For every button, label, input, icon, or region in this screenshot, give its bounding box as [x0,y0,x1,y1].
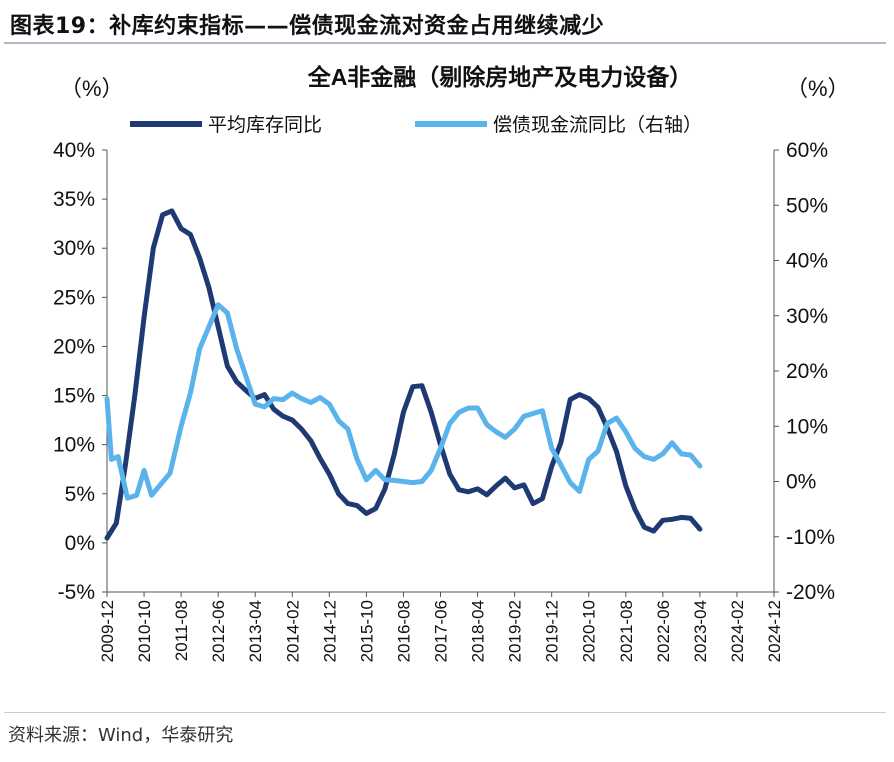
x-tick-label: 2021-08 [617,600,636,662]
x-axis-ticks: 2009-12 2010-10 2011-08 2012-06 2013-04 2014-… [98,592,784,662]
x-tick-label: 2009-12 [98,600,117,662]
series-line-debt-cashflow-yoy [104,302,703,501]
x-tick-label: 2024-12 [765,600,784,662]
legend-label-inventory: 平均库存同比 [208,114,322,136]
right-tick-label: 0% [786,471,816,494]
right-tick-label: 30% [786,305,828,328]
x-tick-label: 2019-02 [506,600,525,662]
left-tick-label: 30% [53,237,95,260]
x-tick-label: 2015-10 [357,600,376,662]
figure-header: 图表19：补库约束指标——偿债现金流对资金占用继续减少 [8,4,886,42]
right-axis-ticks: -20% -10% 0% 10% 20% 30% 40% 50% 60% [774,139,835,604]
chart-title: 全A非金融（剔除房地产及电力设备） [307,64,693,90]
left-tick-label: 35% [53,188,95,211]
right-tick-label: 10% [786,415,828,438]
x-tick-label: 2017-06 [432,600,451,662]
x-tick-label: 2022-06 [654,600,673,662]
legend-label-debt-cashflow: 偿债现金流同比（右轴） [493,114,702,136]
left-tick-label: 0% [65,532,95,555]
right-tick-label: -20% [786,581,835,604]
figure-title-text: 补库约束指标——偿债现金流对资金占用继续减少 [109,14,605,39]
left-tick-label: 10% [53,434,95,457]
right-tick-label: -10% [786,526,835,549]
footer-divider [4,712,886,713]
left-tick-label: 25% [53,286,95,309]
x-tick-label: 2014-12 [320,600,339,662]
left-tick-label: -5% [58,581,95,604]
series-layer [104,208,703,541]
left-tick-label: 15% [53,385,95,408]
right-tick-label: 60% [786,139,828,162]
left-axis-ticks: -5% 0% 5% 10% 15% 20% 25% 30% 35% 40% [53,139,107,604]
x-tick-label: 2023-04 [691,600,710,662]
right-tick-label: 40% [786,250,828,273]
figure-source: 资料来源：Wind，华泰研究 [8,725,234,746]
x-tick-label: 2014-02 [283,600,302,662]
x-tick-label: 2018-04 [469,600,488,662]
right-tick-label: 20% [786,360,828,383]
right-tick-label: 50% [786,194,828,217]
x-tick-label: 2012-06 [209,600,228,662]
x-tick-label: 2019-12 [543,600,562,662]
left-tick-label: 20% [53,335,95,358]
x-tick-label: 2020-10 [580,600,599,662]
left-axis-unit: （%） [60,76,124,101]
figure-label: 图表19： [10,14,110,39]
legend: 平均库存同比 偿债现金流同比（右轴） [130,114,702,136]
series-line-inventory-yoy [104,208,703,541]
x-tick-label: 2013-04 [246,600,265,662]
x-tick-label: 2011-08 [172,600,191,661]
x-tick-label: 2024-02 [728,600,747,662]
x-tick-label: 2016-08 [394,600,413,662]
right-axis-unit: （%） [786,76,850,101]
left-tick-label: 5% [65,483,95,506]
header-divider [4,42,886,44]
left-tick-label: 40% [53,139,95,162]
x-tick-label: 2010-10 [135,600,154,662]
figure-title: 图表19：补库约束指标——偿债现金流对资金占用继续减少 [10,8,604,40]
